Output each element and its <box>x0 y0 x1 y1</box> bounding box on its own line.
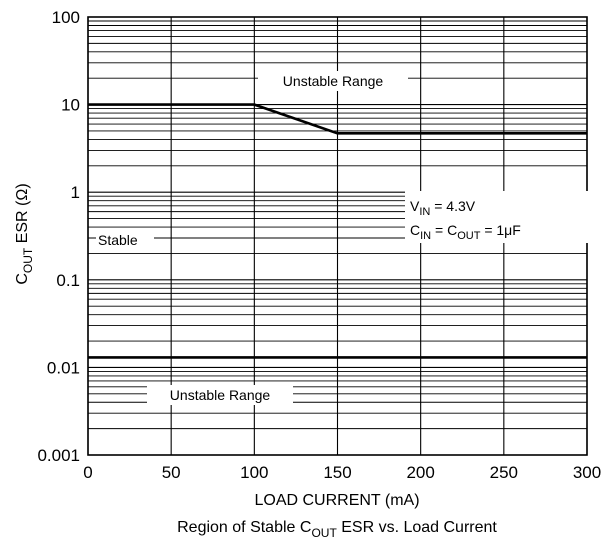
chart-series <box>88 103 587 359</box>
y-axis-title: COUT ESR (Ω) <box>14 183 35 284</box>
y-tick-label: 0.1 <box>56 271 80 290</box>
esr-limit-line-upper <box>88 103 587 135</box>
x-tick-label: 200 <box>406 463 434 482</box>
x-tick-label: 250 <box>490 463 518 482</box>
stable-bg <box>96 230 154 250</box>
x-tick-label: 150 <box>323 463 351 482</box>
x-tick-label: 300 <box>573 463 601 482</box>
x-axis-title: LOAD CURRENT (mA) <box>254 492 419 509</box>
conditions-bg <box>405 191 589 243</box>
unstable-lower-bg <box>147 385 293 405</box>
y-tick-label: 100 <box>52 8 80 27</box>
y-tick-labels: 0.001 0.01 0.1 1 10 100 <box>37 8 80 465</box>
x-tick-label: 50 <box>162 463 181 482</box>
unstable-upper-bg <box>258 71 408 91</box>
unstable-range-upper-label: Unstable Range <box>283 73 384 89</box>
condition-cap-label: CIN = COUT = 1μF <box>410 222 521 242</box>
stable-region-label: Stable <box>98 232 138 248</box>
y-tick-label: 10 <box>61 96 80 115</box>
x-tick-label: 100 <box>240 463 268 482</box>
chart-title: Region of Stable COUT ESR vs. Load Curre… <box>177 519 497 540</box>
x-tick-labels: 0 50 100 150 200 250 300 <box>83 463 601 482</box>
y-tick-label: 0.001 <box>37 446 80 465</box>
y-tick-label: 0.01 <box>47 358 80 377</box>
y-tick-label: 1 <box>71 183 80 202</box>
unstable-range-lower-label: Unstable Range <box>170 387 271 403</box>
x-tick-label: 0 <box>83 463 92 482</box>
condition-vin-label: VIN = 4.3V <box>410 198 476 218</box>
